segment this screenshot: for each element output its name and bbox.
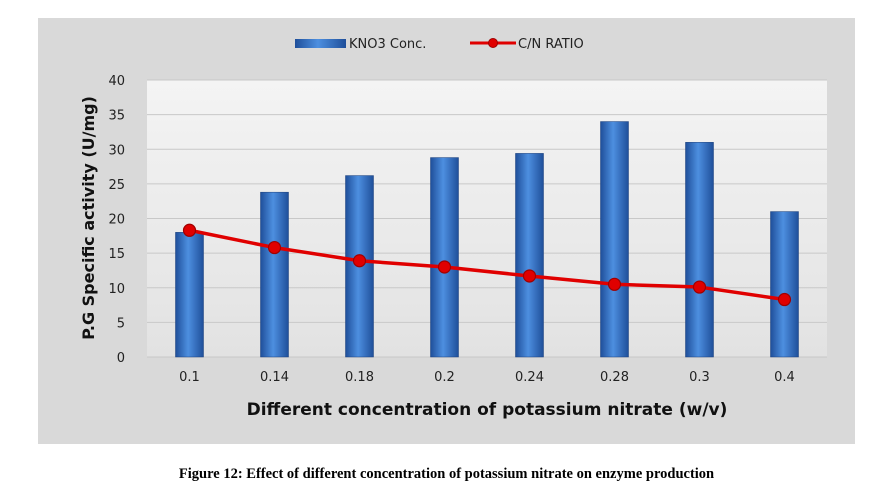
y-tick-labels: 0 5 10 15 20 25 30 35 40: [108, 74, 125, 366]
y-tick-label: 25: [108, 178, 125, 193]
bar-kno3: [770, 211, 799, 358]
cn-ratio-point: [692, 280, 707, 294]
y-axis-title: P.G Specific activity (U/mg): [79, 96, 98, 340]
legend-line-marker: [488, 38, 498, 48]
cn-ratio-point: [777, 292, 792, 307]
y-tick-label: 0: [117, 351, 125, 366]
legend-label-kno3: KNO3 Conc.: [349, 37, 426, 52]
y-tick-label: 35: [108, 109, 125, 124]
cn-ratio-point: [267, 240, 282, 255]
bar-kno3: [345, 175, 374, 358]
bar-kno3: [600, 121, 629, 358]
cn-ratio-point: [607, 277, 622, 291]
legend-bar-swatch: [295, 39, 346, 48]
x-tick-label: 0.3: [689, 370, 710, 385]
cn-ratio-line: [182, 223, 792, 307]
y-tick-label: 40: [108, 74, 125, 89]
y-tick-label: 15: [108, 247, 125, 262]
x-tick-label: 0.14: [260, 370, 289, 385]
cn-ratio-point: [522, 269, 537, 283]
cn-ratio-polyline: [189, 228, 785, 302]
bar-kno3: [260, 191, 289, 358]
x-tick-label: 0.4: [774, 370, 795, 385]
x-tick-label: 0.18: [345, 370, 374, 385]
bar-kno3: [685, 142, 714, 358]
figure-caption: Figure 12: Effect of different concentra…: [178, 466, 715, 482]
cn-ratio-point: [437, 260, 452, 274]
cn-ratio-point: [352, 254, 367, 268]
bar-kno3: [515, 153, 544, 358]
x-tick-label: 0.2: [434, 370, 455, 385]
cn-ratio-point: [182, 223, 197, 237]
y-tick-label: 10: [108, 282, 125, 297]
legend: KNO3 Conc. C/N RATIO: [295, 37, 584, 52]
y-tick-label: 5: [117, 316, 125, 331]
y-tick-label: 30: [108, 143, 125, 158]
x-tick-label: 0.28: [600, 370, 629, 385]
x-tick-labels: 0.1 0.14 0.18 0.2 0.24 0.28 0.3 0.4: [179, 370, 795, 385]
bar-kno3: [175, 232, 204, 358]
x-axis-title: Different concentration of potassium nit…: [247, 400, 728, 420]
x-tick-label: 0.24: [515, 370, 544, 385]
bars: [175, 121, 799, 358]
legend-label-cn-ratio: C/N RATIO: [518, 37, 584, 52]
bar-kno3: [430, 157, 459, 358]
x-tick-label: 0.1: [179, 370, 200, 385]
y-tick-label: 20: [108, 213, 125, 228]
chart-panel: 0 5 10 15 20 25 30 35 40 0.1 0.14 0.18 0.2 0.24 0.28 0…: [38, 18, 855, 444]
